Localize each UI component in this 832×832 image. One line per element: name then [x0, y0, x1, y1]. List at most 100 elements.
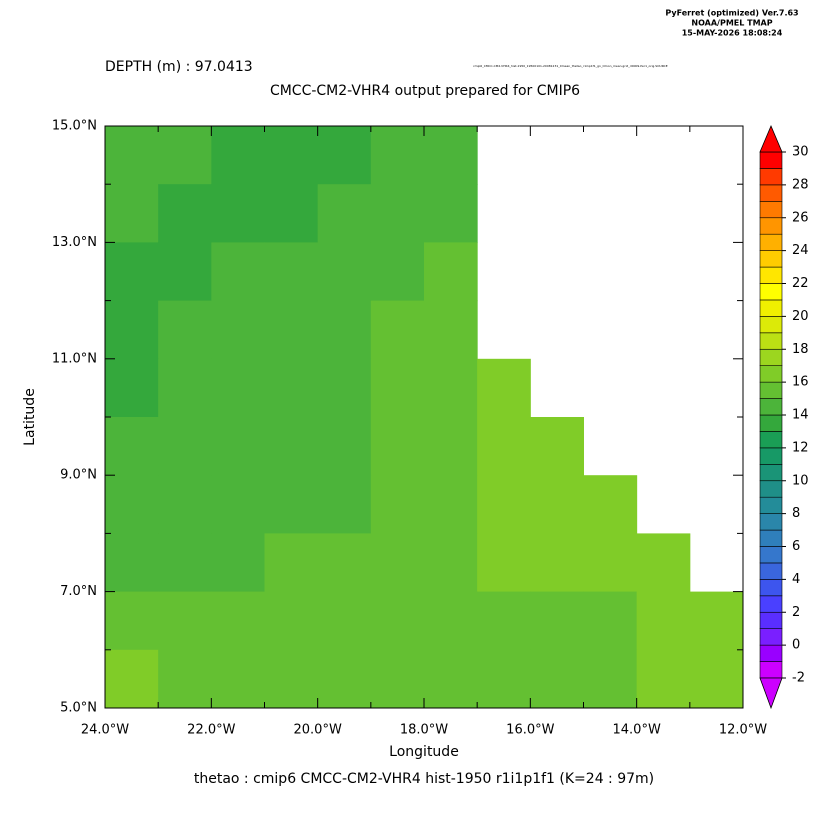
colorbar-box [759, 365, 783, 383]
map-cell [264, 475, 319, 534]
map-cell [211, 417, 265, 476]
colorbar-box [759, 348, 783, 366]
header-line: PyFerret (optimized) Ver.7.63 [665, 9, 798, 18]
colorbar-label: 8 [792, 506, 800, 521]
map-cell [317, 242, 372, 302]
map-cell [477, 533, 531, 593]
colorbar-box [759, 447, 783, 465]
colorbar-box [759, 299, 783, 317]
colorbar-box [759, 628, 783, 646]
map-cell [105, 533, 159, 593]
colorbar-box [759, 661, 783, 679]
map-cell [583, 649, 638, 709]
y-tick-label: 15.0°N [52, 119, 97, 134]
colorbar-box [759, 201, 783, 219]
map-cell [477, 417, 531, 476]
map-cell [105, 417, 159, 476]
map-cell [105, 649, 159, 709]
footer: thetao : cmip6 CMCC-CM2-VHR4 hist-1950 r… [194, 771, 654, 787]
header-line: NOAA/PMEL TMAP [691, 19, 772, 28]
colorbar-label: 4 [792, 572, 800, 587]
colorbar-box [759, 546, 783, 564]
colorbar-box [759, 332, 783, 350]
map-cell [317, 475, 372, 534]
map-cell [583, 591, 638, 651]
map-cell [317, 358, 372, 418]
map-cell [158, 242, 212, 302]
map-cell [264, 533, 319, 593]
colorbar-box [759, 464, 783, 482]
x-tick-label: 12.0°W [719, 723, 767, 738]
map-cell [689, 649, 744, 709]
map-cell [211, 649, 265, 709]
map-cell [530, 417, 584, 476]
map-cell [530, 475, 584, 534]
colorbar-box [759, 168, 783, 186]
map-cell [317, 591, 372, 651]
map-cell [477, 358, 531, 418]
map-cell [370, 184, 425, 243]
map-cell [264, 126, 319, 185]
colorbar-box [759, 529, 783, 547]
map-cell [424, 358, 478, 418]
map-cell [530, 533, 584, 593]
colorbar-label: 10 [792, 473, 809, 488]
map-cell [158, 184, 212, 243]
map-cell [424, 242, 478, 302]
colorbar-label: 26 [792, 210, 809, 225]
colorbar-arrow-top [759, 124, 783, 153]
colorbar-box [759, 595, 783, 613]
map-cell [370, 126, 425, 185]
map-cell [370, 533, 425, 593]
map-cell [158, 533, 212, 593]
map-cell [158, 417, 212, 476]
map-cell [370, 475, 425, 534]
map-cell [317, 300, 372, 360]
map-cell [424, 417, 478, 476]
map-cells [105, 126, 744, 709]
y-tick-label: 13.0°N [52, 235, 97, 250]
colorbar-box [759, 431, 783, 449]
map-cell [636, 649, 691, 709]
map-cell [370, 591, 425, 651]
colorbar-box [759, 398, 783, 416]
colorbar-label: 2 [792, 605, 800, 620]
colorbar-label: 6 [792, 539, 800, 554]
colorbar-box [759, 611, 783, 629]
x-tick-label: 18.0°W [400, 723, 448, 738]
map-cell [317, 649, 372, 709]
y-tick-label: 9.0°N [60, 468, 97, 483]
map-cell [530, 591, 584, 651]
map-cell [264, 242, 319, 302]
colorbar-box [759, 644, 783, 662]
colorbar-label: 0 [792, 638, 800, 653]
y-tick-label: 5.0°N [60, 701, 97, 716]
map-cell [530, 649, 584, 709]
map-cell [370, 242, 425, 302]
map-cell [317, 533, 372, 593]
map-cell [105, 242, 159, 302]
map-cell [211, 591, 265, 651]
colorbar-box [759, 381, 783, 399]
map-cell [158, 358, 212, 418]
map-cell [158, 475, 212, 534]
map-cell [105, 300, 159, 360]
map-cell [370, 300, 425, 360]
map-cell [264, 300, 319, 360]
colorbar-box [759, 579, 783, 597]
colorbar-box [759, 184, 783, 202]
x-tick-label: 14.0°W [613, 723, 661, 738]
map-cell [211, 475, 265, 534]
map-cell [477, 649, 531, 709]
y-tick-label: 7.0°N [60, 584, 97, 599]
map-cell [477, 591, 531, 651]
colorbar-box [759, 250, 783, 268]
colorbar-box [759, 233, 783, 251]
colorbar-arrow-bottom [759, 677, 783, 710]
colorbar-label: 28 [792, 177, 809, 192]
map-cell [105, 126, 159, 185]
colorbar-label: 18 [792, 342, 809, 357]
map-cell [317, 184, 372, 243]
colorbar-box [759, 480, 783, 498]
